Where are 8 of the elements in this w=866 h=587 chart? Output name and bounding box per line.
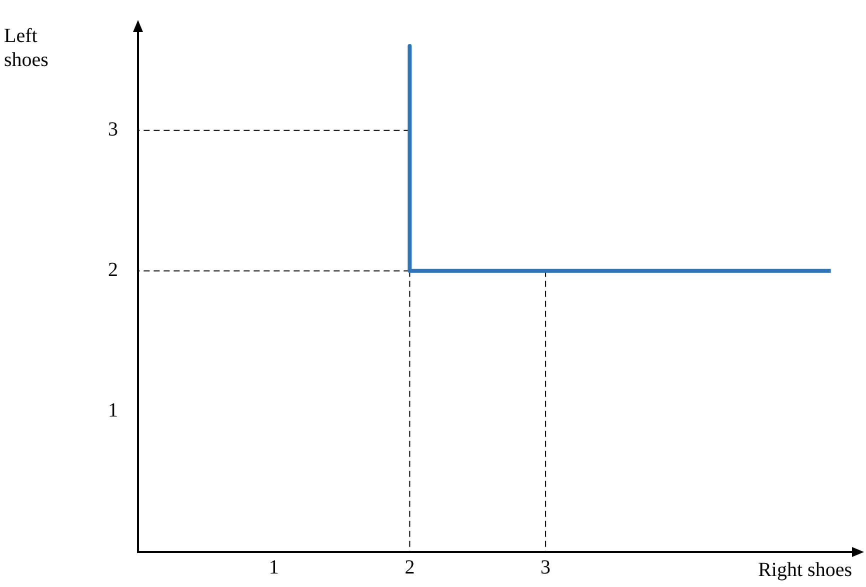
y-tick-label: 1 bbox=[108, 400, 118, 422]
x-tick-label: 3 bbox=[540, 556, 551, 578]
x-tick-label: 2 bbox=[404, 556, 415, 578]
x-axis-title: Right shoes bbox=[758, 558, 852, 582]
y-tick-label: 2 bbox=[108, 259, 118, 282]
x-tick-label: 1 bbox=[268, 556, 279, 578]
y-axis-title: Left shoes bbox=[4, 24, 50, 72]
y-tick-label: 3 bbox=[108, 118, 118, 141]
